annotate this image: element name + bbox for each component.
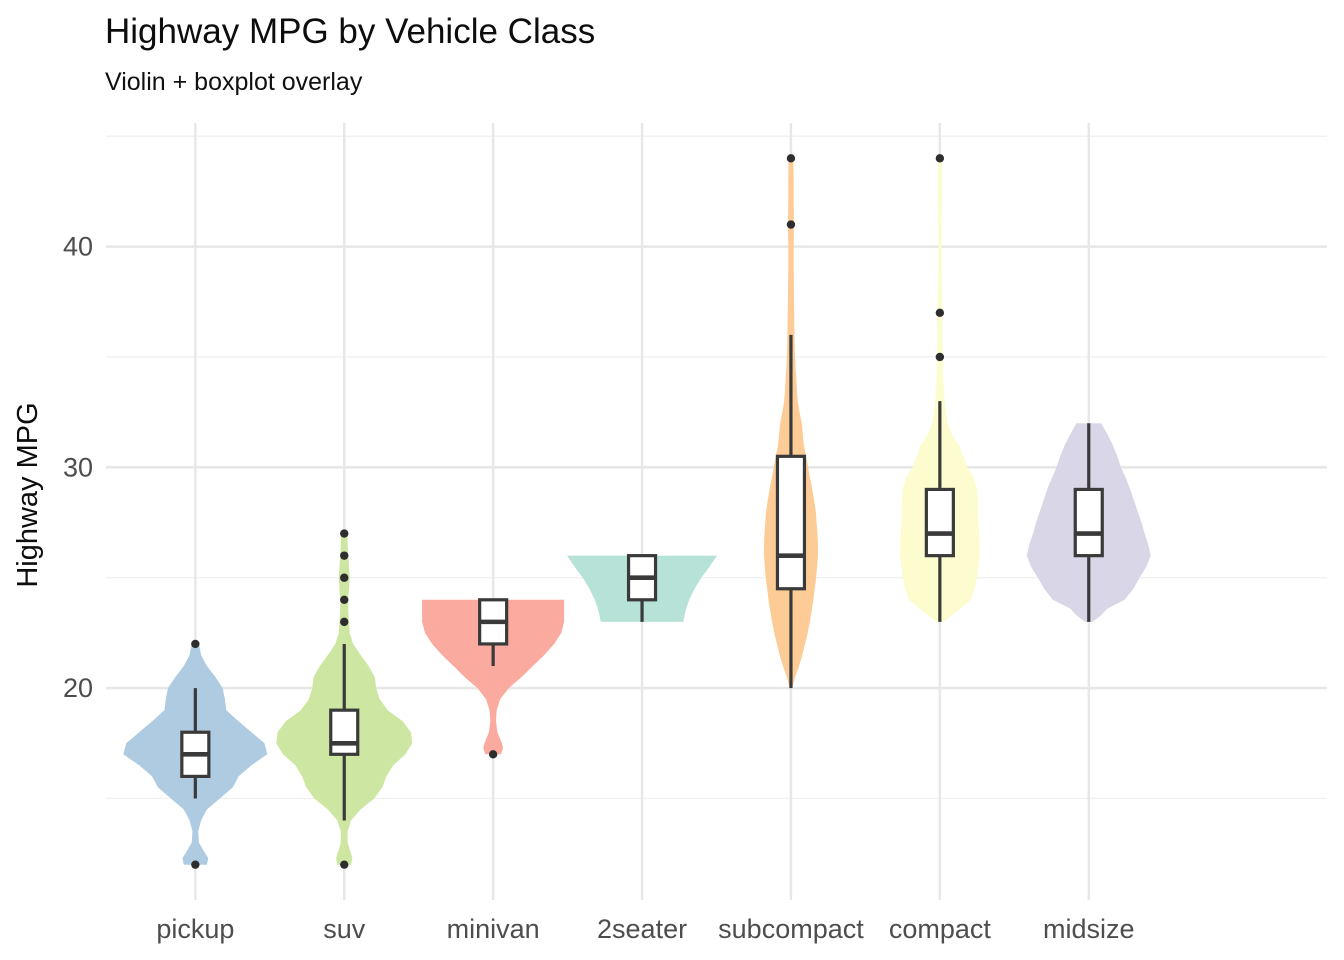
outlier-suv-24 [340, 595, 349, 604]
x-tick-label-2seater: 2seater [597, 914, 687, 944]
outlier-pickup-12 [191, 860, 200, 869]
outlier-suv-27 [340, 529, 349, 538]
box-midsize [1073, 487, 1104, 558]
violin-minivan [422, 599, 565, 755]
box-suv [329, 708, 360, 756]
outlier-subcompact-41 [786, 220, 796, 229]
outlier-compact-44 [935, 154, 945, 163]
x-tick-label-suv: suv [323, 914, 366, 944]
violin-compact [899, 158, 980, 622]
outlier-suv-12 [340, 860, 349, 869]
box-subcompact [775, 454, 807, 591]
x-tick-label-compact: compact [889, 914, 992, 944]
outlier-minivan-17 [488, 750, 498, 759]
x-tick-label-subcompact: subcompact [718, 914, 864, 944]
outlier-compact-35 [935, 352, 945, 362]
outlier-compact-37 [935, 308, 945, 318]
y-tick-label-20: 20 [63, 673, 93, 703]
outlier-suv-23 [340, 617, 349, 627]
y-tick-label-30: 30 [63, 452, 93, 482]
plot-subtitle: Violin + boxplot overlay [105, 68, 363, 96]
plot-title: Highway MPG by Vehicle Class [105, 12, 596, 51]
outlier-suv-25 [340, 573, 349, 582]
outlier-subcompact-44 [786, 154, 796, 163]
y-tick-label-40: 40 [63, 232, 93, 262]
outlier-suv-26 [340, 551, 349, 560]
box-compact [924, 487, 955, 558]
x-tick-label-midsize: midsize [1043, 914, 1135, 944]
outlier-pickup-22 [191, 639, 200, 649]
x-tick-label-pickup: pickup [156, 914, 234, 944]
x-tick-label-minivan: minivan [447, 914, 540, 944]
